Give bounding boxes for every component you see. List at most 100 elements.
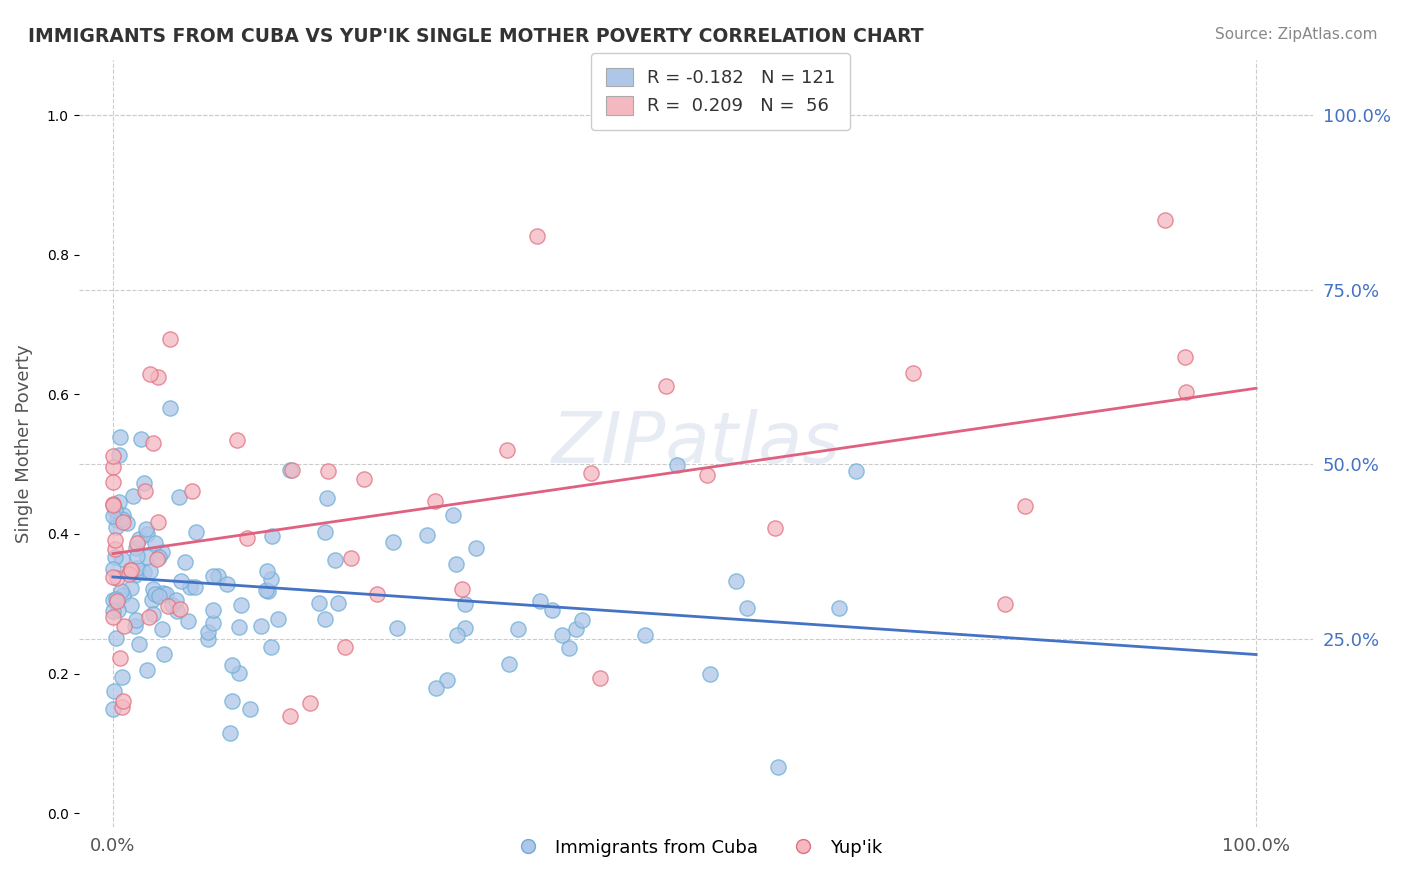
Point [135, 663, 157, 677]
Point [571, 613, 593, 627]
Point [763, 521, 786, 535]
Point [308, 597, 330, 611]
Point [111, 508, 134, 522]
Point [111, 512, 134, 526]
Point [353, 472, 375, 486]
Point [117, 566, 139, 581]
Point [454, 597, 477, 611]
Point [589, 671, 612, 685]
Point [103, 684, 125, 698]
Point [260, 572, 283, 586]
Point [845, 464, 868, 478]
Point [104, 631, 127, 645]
Point [101, 509, 124, 524]
Point [101, 449, 124, 463]
Point [550, 628, 572, 642]
Point [101, 460, 124, 475]
Point [315, 491, 337, 505]
Point [564, 622, 586, 636]
Point [257, 583, 280, 598]
Point [724, 574, 747, 589]
Y-axis label: Single Mother Poverty: Single Mother Poverty [15, 344, 32, 542]
Point [101, 498, 124, 512]
Point [443, 508, 465, 522]
Point [115, 516, 138, 530]
Point [125, 536, 148, 550]
Point [150, 544, 173, 558]
Point [125, 561, 148, 575]
Point [207, 569, 229, 583]
Point [148, 369, 170, 384]
Point [446, 557, 468, 571]
Point [173, 555, 195, 569]
Point [122, 489, 145, 503]
Point [450, 582, 472, 597]
Point [179, 580, 201, 594]
Point [150, 622, 173, 636]
Point [228, 666, 250, 681]
Point [148, 550, 170, 565]
Point [454, 621, 477, 635]
Point [103, 569, 125, 583]
Point [226, 433, 249, 447]
Point [129, 432, 152, 446]
Point [120, 563, 142, 577]
Point [132, 476, 155, 491]
Point [146, 552, 169, 566]
Point [167, 490, 190, 504]
Point [366, 587, 388, 601]
Point [735, 601, 758, 615]
Point [221, 694, 243, 708]
Point [112, 588, 135, 602]
Point [901, 366, 924, 380]
Point [160, 598, 183, 612]
Point [994, 597, 1017, 611]
Point [202, 602, 225, 616]
Point [118, 563, 141, 577]
Text: ZIPatlas: ZIPatlas [551, 409, 841, 478]
Point [633, 627, 655, 641]
Point [143, 587, 166, 601]
Point [280, 463, 302, 477]
Point [541, 603, 564, 617]
Point [148, 589, 170, 603]
Point [124, 568, 146, 582]
Point [316, 464, 339, 478]
Point [101, 593, 124, 607]
Point [298, 696, 321, 710]
Point [125, 613, 148, 627]
Point [260, 640, 283, 654]
Point [135, 523, 157, 537]
Point [256, 565, 278, 579]
Point [201, 616, 224, 631]
Point [526, 229, 548, 244]
Point [381, 535, 404, 549]
Point [267, 612, 290, 626]
Point [152, 586, 174, 600]
Point [146, 515, 169, 529]
Point [696, 468, 718, 483]
Point [666, 458, 689, 472]
Point [165, 593, 187, 607]
Point [135, 526, 157, 541]
Point [1174, 350, 1197, 364]
Point [828, 601, 851, 615]
Point [655, 379, 678, 393]
Point [139, 367, 162, 381]
Point [180, 483, 202, 498]
Point [107, 495, 129, 509]
Point [278, 708, 301, 723]
Point [1175, 385, 1198, 400]
Point [239, 702, 262, 716]
Point [125, 541, 148, 556]
Point [103, 475, 125, 489]
Point [169, 601, 191, 615]
Point [127, 549, 149, 563]
Point [1153, 213, 1175, 227]
Point [104, 533, 127, 547]
Point [111, 700, 134, 714]
Point [107, 448, 129, 462]
Point [104, 591, 127, 606]
Point [423, 494, 446, 508]
Point [157, 599, 180, 613]
